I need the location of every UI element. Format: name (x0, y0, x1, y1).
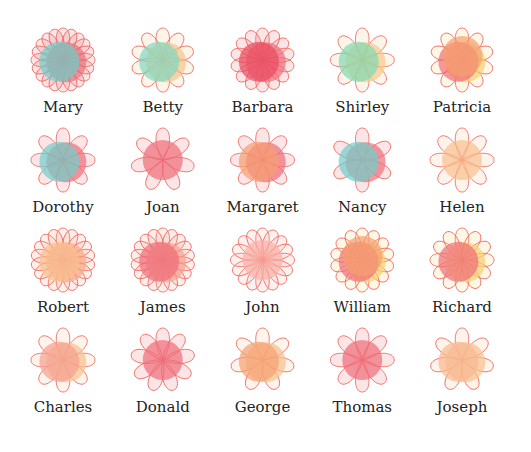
center-blob (39, 242, 79, 282)
flower (231, 128, 295, 192)
center-blob (39, 342, 79, 382)
center-blob (39, 42, 79, 82)
flower-label: Shirley (335, 98, 390, 116)
flower (429, 28, 494, 92)
center-blob (239, 42, 279, 82)
center-blob (39, 142, 79, 182)
flower (430, 228, 494, 292)
flower-label: Margaret (226, 198, 298, 216)
center-blob (239, 342, 279, 382)
center-blob (339, 42, 379, 82)
flower (130, 328, 195, 392)
flower-label: Thomas (332, 398, 392, 416)
flower (130, 228, 195, 293)
center-blob (342, 340, 382, 380)
flower-label: Joseph (435, 398, 488, 416)
center-blob (442, 36, 482, 76)
center-blob (139, 242, 179, 282)
flower (230, 228, 294, 292)
center-blob (339, 142, 379, 182)
center-blob (438, 342, 478, 382)
center-blob (243, 240, 283, 280)
flower-label: Patricia (433, 98, 492, 116)
flower (429, 328, 494, 392)
flower-label: Joan (144, 198, 180, 216)
flower-label: Dorothy (32, 198, 94, 216)
flower (230, 328, 295, 392)
flower (330, 28, 394, 92)
center-blob (343, 236, 383, 276)
flower-label: John (243, 298, 280, 316)
center-blob (442, 140, 482, 180)
flower-label: George (235, 398, 291, 416)
flower (30, 27, 95, 92)
flower-label: Robert (37, 298, 89, 316)
center-blob (438, 242, 478, 282)
flower (31, 128, 95, 192)
center-blob (143, 140, 183, 180)
flower (30, 228, 95, 293)
center-blob (139, 42, 179, 82)
flower-label: Nancy (338, 198, 387, 216)
flower (130, 128, 195, 192)
flower-label: James (138, 298, 186, 316)
center-blob (143, 340, 183, 380)
flower-label: Charles (34, 398, 93, 416)
flower-label: William (333, 298, 391, 316)
flower-label: Helen (439, 198, 485, 216)
flower (230, 28, 295, 92)
flower (330, 328, 394, 392)
flower (430, 128, 494, 192)
center-blob (239, 142, 279, 182)
flower-label: Betty (143, 98, 184, 116)
flower-label: Donald (136, 398, 190, 416)
flower-label: Barbara (232, 98, 294, 116)
flower (130, 28, 195, 92)
flower-label: Mary (43, 98, 83, 116)
chart: Mary Betty Barbara Shirley Patricia Dorothy Jo… (0, 0, 531, 452)
flower (330, 228, 395, 292)
flower-label: Richard (432, 298, 492, 316)
flower (331, 128, 393, 192)
flower (31, 328, 95, 392)
